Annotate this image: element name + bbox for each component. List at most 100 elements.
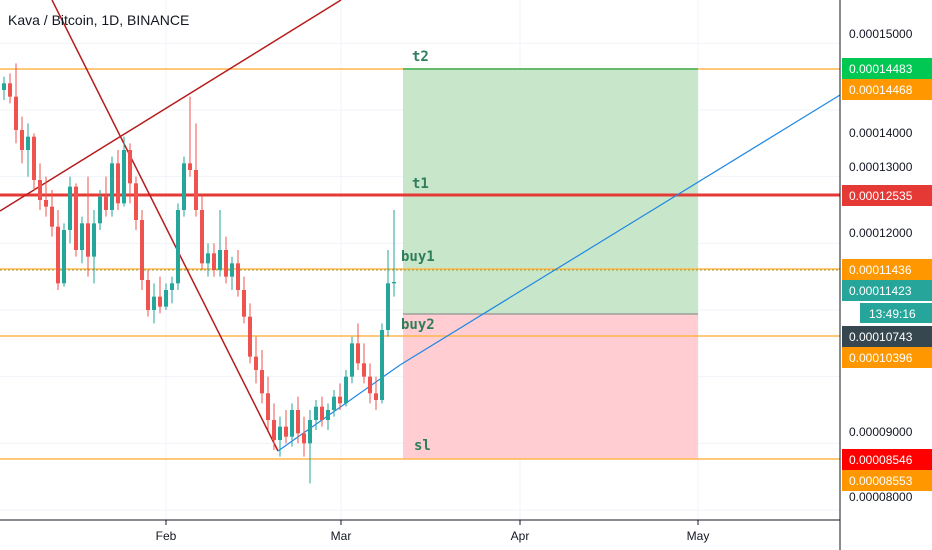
price-tag-t1-text: 0.00012535 xyxy=(849,189,913,203)
price-tag-buy1 xyxy=(842,259,932,280)
candle-body xyxy=(116,163,120,204)
loss-zone xyxy=(403,314,698,459)
downtrend-line xyxy=(51,0,279,452)
candle-body xyxy=(350,343,354,377)
uptrend-line-upper xyxy=(399,94,841,366)
candle-body xyxy=(56,226,60,284)
candle-body xyxy=(362,363,366,377)
candle-body xyxy=(80,223,84,250)
candle-body xyxy=(242,290,246,317)
candle-body xyxy=(212,253,216,270)
candle-body xyxy=(14,96,18,130)
t1-label: t1 xyxy=(412,176,429,192)
position-zones xyxy=(403,69,698,459)
candle-body xyxy=(332,396,336,410)
time-tick-feb: Feb xyxy=(156,529,177,543)
candle-body xyxy=(140,220,144,280)
price-tag-buy2-text: 0.00010743 xyxy=(849,330,913,344)
candle-body xyxy=(266,393,270,420)
candle-body xyxy=(86,223,90,257)
buy2-label: buy2 xyxy=(401,317,435,333)
candle-body xyxy=(236,263,240,290)
price-tag-t1 xyxy=(842,185,932,206)
candle-body xyxy=(50,206,54,227)
candle-body xyxy=(194,170,198,210)
price-tick: 0.00015000 xyxy=(849,27,913,41)
candle-body xyxy=(224,250,228,277)
price-tag-sl-text: 0.00008546 xyxy=(849,453,913,467)
candle-body xyxy=(206,253,210,264)
candle-body xyxy=(176,210,180,284)
candle-body xyxy=(158,296,162,307)
candle-body xyxy=(260,370,264,394)
candle-body xyxy=(68,186,72,230)
candle-body xyxy=(218,250,222,270)
candle-body xyxy=(98,196,102,224)
price-tick: 0.00012000 xyxy=(849,226,913,240)
candle-body xyxy=(104,196,108,210)
candles xyxy=(2,63,396,484)
price-tag-orange-mid xyxy=(842,347,932,368)
chart-title: Kava / Bitcoin, 1D, BINANCE xyxy=(8,12,189,28)
candle-body xyxy=(278,426,282,440)
candle-body xyxy=(356,343,360,364)
candle-body xyxy=(44,200,48,207)
t2-label: t2 xyxy=(412,49,429,65)
candle-body xyxy=(146,280,150,310)
candle-body xyxy=(38,180,42,200)
candle-body xyxy=(200,210,204,264)
candle-body xyxy=(380,330,384,400)
candle-body xyxy=(188,163,192,170)
price-tick: 0.00014000 xyxy=(849,126,913,140)
candle-body xyxy=(2,83,6,90)
price-tag-last xyxy=(842,280,932,301)
candle-body xyxy=(122,150,126,204)
price-tag-t2 xyxy=(842,58,932,79)
time-tick-apr: Apr xyxy=(511,529,530,543)
price-tag-orange-top-text: 0.00014468 xyxy=(849,83,913,97)
time-tick-mar: Mar xyxy=(331,529,352,543)
price-tick: 0.00013000 xyxy=(849,160,913,174)
price-tag-orange-bottom xyxy=(842,470,932,491)
price-tick: 0.00009000 xyxy=(849,425,913,439)
candle-body xyxy=(152,296,156,310)
candle-body xyxy=(62,230,66,284)
candle-body xyxy=(92,223,96,257)
price-tag-orange-bottom-text: 0.00008553 xyxy=(849,474,913,488)
time-axis[interactable]: Feb Mar Apr May xyxy=(0,519,840,543)
candle-body xyxy=(308,420,312,444)
candle-body xyxy=(386,283,390,330)
candle-body xyxy=(74,186,78,250)
price-tags: 0.00014483 0.00014468 0.00012535 0.00011… xyxy=(842,58,932,491)
candle-body xyxy=(26,136,30,150)
profit-zone xyxy=(403,69,698,314)
price-tag-orange-mid-text: 0.00010396 xyxy=(849,351,913,365)
candle-body xyxy=(32,136,36,180)
candle-body xyxy=(296,410,300,434)
price-tag-last-text: 0.00011423 xyxy=(849,284,912,298)
candle-body xyxy=(392,282,396,284)
candle-body xyxy=(320,406,324,420)
candle-body xyxy=(326,410,330,420)
price-tag-buy1-text: 0.00011436 xyxy=(849,263,912,277)
price-tag-t2-text: 0.00014483 xyxy=(849,62,913,76)
price-tag-orange-top xyxy=(842,79,932,100)
level-annotations: t2 t1 buy1 buy2 sl xyxy=(401,49,435,454)
time-tick-may: May xyxy=(687,529,710,543)
candle-body xyxy=(302,433,306,444)
candle-body xyxy=(344,376,348,404)
countdown-text: 13:49:16 xyxy=(869,307,916,321)
candle-body xyxy=(248,316,252,357)
candle-body xyxy=(20,130,24,150)
candle-body xyxy=(338,396,342,404)
sl-label: sl xyxy=(414,438,431,454)
candle-body xyxy=(134,183,138,220)
candle-body xyxy=(128,150,132,184)
buy1-label: buy1 xyxy=(401,249,435,265)
candle-body xyxy=(290,410,294,437)
channel-upper-line xyxy=(0,0,342,212)
candle-body xyxy=(182,163,186,210)
candle-body xyxy=(272,420,276,440)
candle-body xyxy=(284,426,288,437)
